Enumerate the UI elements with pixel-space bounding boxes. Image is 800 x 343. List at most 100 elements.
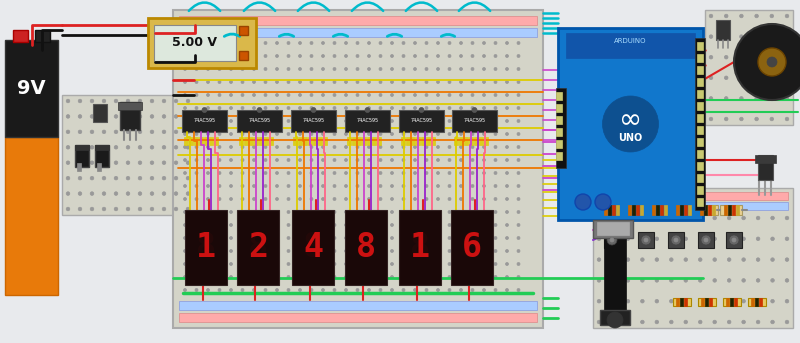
- Circle shape: [298, 198, 302, 201]
- Circle shape: [345, 172, 347, 175]
- Bar: [604, 205, 607, 215]
- Circle shape: [684, 258, 687, 261]
- Circle shape: [506, 288, 509, 292]
- Circle shape: [356, 211, 359, 213]
- Circle shape: [448, 224, 451, 226]
- Circle shape: [183, 288, 186, 292]
- Circle shape: [183, 262, 186, 265]
- Circle shape: [345, 288, 347, 292]
- Circle shape: [402, 106, 405, 109]
- Circle shape: [322, 68, 325, 71]
- Circle shape: [402, 55, 405, 58]
- Circle shape: [448, 158, 451, 162]
- Circle shape: [310, 262, 313, 265]
- Bar: [652, 205, 655, 215]
- Circle shape: [459, 132, 462, 135]
- Bar: [697, 162, 703, 170]
- Circle shape: [414, 94, 417, 96]
- Circle shape: [253, 132, 255, 135]
- Circle shape: [356, 224, 359, 226]
- Circle shape: [379, 55, 382, 58]
- Circle shape: [287, 185, 290, 188]
- Bar: [479, 137, 483, 145]
- Circle shape: [333, 275, 336, 279]
- Bar: [293, 137, 297, 145]
- Circle shape: [437, 262, 439, 265]
- Circle shape: [448, 81, 451, 83]
- Circle shape: [102, 207, 106, 211]
- Circle shape: [322, 119, 325, 122]
- Bar: [182, 110, 227, 132]
- Circle shape: [298, 68, 302, 71]
- Circle shape: [287, 55, 290, 58]
- Text: UNO: UNO: [618, 133, 642, 143]
- Circle shape: [253, 145, 255, 149]
- Circle shape: [253, 198, 255, 201]
- Circle shape: [597, 320, 601, 324]
- Circle shape: [482, 132, 486, 135]
- Bar: [724, 205, 727, 215]
- Circle shape: [174, 161, 178, 165]
- Circle shape: [367, 55, 370, 58]
- Circle shape: [322, 288, 325, 292]
- Circle shape: [425, 94, 428, 96]
- Circle shape: [345, 145, 347, 149]
- Bar: [214, 137, 218, 145]
- Circle shape: [482, 185, 486, 188]
- Circle shape: [425, 224, 428, 226]
- Circle shape: [517, 224, 520, 226]
- Bar: [459, 137, 463, 145]
- Bar: [194, 137, 198, 145]
- Circle shape: [66, 161, 70, 165]
- Circle shape: [425, 262, 428, 265]
- Circle shape: [90, 176, 94, 180]
- Bar: [697, 150, 703, 158]
- Circle shape: [607, 312, 623, 328]
- Bar: [672, 205, 694, 215]
- Bar: [249, 137, 253, 145]
- Circle shape: [459, 145, 462, 149]
- Circle shape: [150, 192, 154, 196]
- Circle shape: [230, 237, 233, 239]
- Text: 74AC595: 74AC595: [410, 118, 433, 123]
- Circle shape: [264, 55, 267, 58]
- Circle shape: [298, 249, 302, 252]
- Circle shape: [322, 249, 325, 252]
- Circle shape: [345, 81, 347, 83]
- Circle shape: [425, 198, 428, 201]
- Circle shape: [356, 172, 359, 175]
- Circle shape: [595, 194, 611, 210]
- Circle shape: [298, 275, 302, 279]
- Circle shape: [770, 216, 774, 220]
- Circle shape: [506, 145, 509, 149]
- Circle shape: [390, 132, 394, 135]
- Circle shape: [402, 132, 405, 135]
- Circle shape: [287, 145, 290, 149]
- Circle shape: [356, 275, 359, 279]
- Circle shape: [742, 216, 746, 220]
- Circle shape: [494, 249, 497, 252]
- Circle shape: [517, 94, 520, 96]
- Circle shape: [310, 42, 313, 45]
- Circle shape: [275, 288, 278, 292]
- Bar: [357, 137, 361, 145]
- Circle shape: [770, 320, 774, 324]
- Circle shape: [785, 299, 789, 303]
- Circle shape: [275, 81, 278, 83]
- Bar: [95, 145, 109, 167]
- Circle shape: [448, 55, 451, 58]
- Circle shape: [264, 158, 267, 162]
- Circle shape: [126, 115, 130, 118]
- Circle shape: [770, 117, 774, 121]
- Circle shape: [402, 158, 405, 162]
- Circle shape: [425, 55, 428, 58]
- Circle shape: [448, 262, 451, 265]
- Circle shape: [414, 211, 417, 213]
- Bar: [751, 298, 754, 306]
- Circle shape: [414, 224, 417, 226]
- Circle shape: [230, 119, 233, 122]
- Circle shape: [740, 56, 743, 59]
- Circle shape: [494, 158, 497, 162]
- Circle shape: [459, 42, 462, 45]
- Circle shape: [755, 117, 758, 121]
